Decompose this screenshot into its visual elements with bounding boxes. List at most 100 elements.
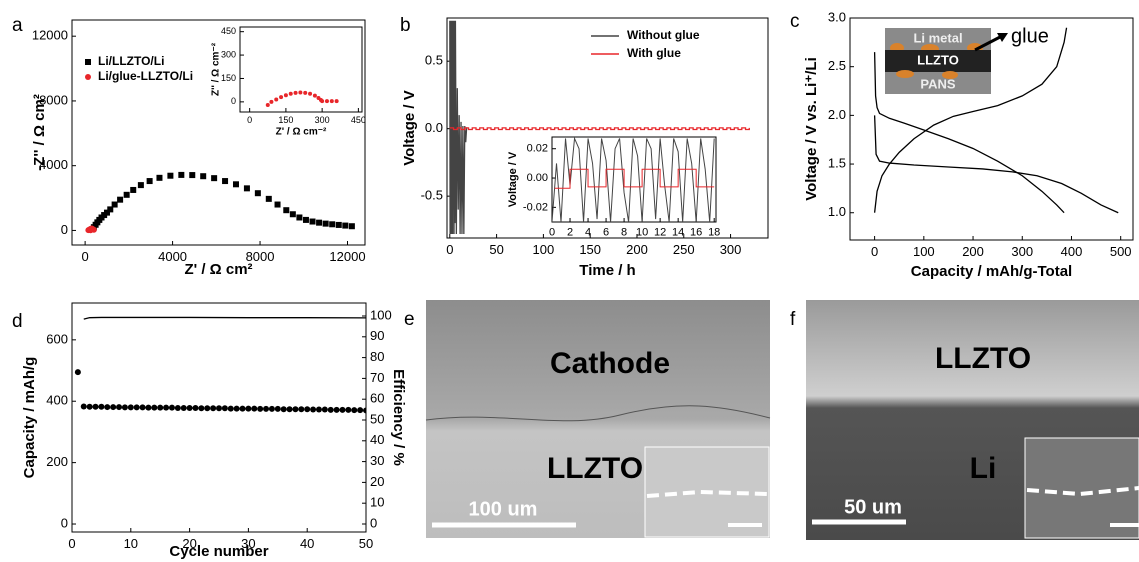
scale-label: 100 um [469, 498, 538, 520]
data-point [269, 99, 274, 104]
y-axis-label: -Z'' / Ω cm² [31, 94, 48, 171]
y-tick-label: 200 [46, 454, 68, 469]
y-tick-label: 450 [221, 26, 236, 36]
y-axis-label: Z'' / Ω cm⁻² [211, 42, 222, 96]
data-point [186, 404, 193, 411]
plot-frame [551, 136, 717, 223]
x-tick-label: 150 [278, 115, 293, 125]
y-tick-label: 0.5 [425, 53, 443, 68]
data-point [204, 405, 211, 412]
data-line [449, 127, 750, 131]
data-point [345, 406, 352, 413]
data-point [178, 171, 185, 178]
interface-line [646, 489, 769, 498]
data-point [363, 407, 366, 414]
data-point [74, 369, 81, 376]
data-point [283, 207, 290, 214]
y-axis-label: Voltage / V vs. Li⁺/Li [803, 57, 820, 201]
x-tick-label: 300 [315, 115, 330, 125]
data-point [130, 186, 137, 193]
plot-frame [239, 26, 363, 113]
plot-area [873, 27, 1119, 214]
data-line [873, 52, 1065, 214]
data-point [292, 406, 299, 413]
data-point [104, 404, 111, 411]
arrow-head [997, 33, 1008, 42]
data-point [334, 99, 339, 104]
data-point [151, 404, 158, 411]
data-point [189, 172, 196, 179]
data-point [348, 223, 355, 230]
region-label: Cathode [550, 347, 670, 380]
x-tick-label: 12 [654, 226, 666, 238]
data-point [243, 185, 250, 192]
x-tick-label: 4000 [158, 249, 187, 264]
interface-line [1026, 486, 1139, 497]
x-tick-label: 500 [1110, 244, 1132, 259]
micrograph-f: f LLZTO Li 50 um [790, 300, 1139, 540]
y2-tick-label: 0 [370, 515, 377, 530]
y-tick-label: 2.0 [828, 107, 846, 122]
x-tick-label: 0 [871, 244, 878, 259]
x-tick-label: 8000 [246, 249, 275, 264]
x-axis-label: Z' / Ω cm² [184, 261, 252, 278]
chart: 0 4000 8000 12000 0 4000 8000 12000 Z' / Ω cm² -Z… [12, 15, 366, 278]
y-tick-label: 0.0 [425, 120, 443, 135]
y2-tick-label: 20 [370, 474, 384, 489]
x-tick-label: 14 [672, 226, 684, 238]
plot-frame [446, 17, 769, 239]
chart: 0 10 20 30 40 50 0 200 400 600 0 10 20 30 40 50 60 70 80 90… [12, 302, 407, 560]
data-point [110, 404, 117, 411]
x-tick-label: 18 [708, 226, 720, 238]
y-tick-label: 300 [221, 49, 236, 59]
y2-tick-label: 60 [370, 391, 384, 406]
data-point [167, 172, 174, 179]
y2-tick-label: 80 [370, 349, 384, 364]
data-point [333, 406, 340, 413]
arrow [974, 34, 1003, 52]
glue-blob [942, 71, 958, 79]
data-line [552, 137, 715, 222]
data-point [321, 406, 328, 413]
data-point [298, 406, 305, 413]
data-point [163, 404, 170, 411]
x-tick-label: 6 [603, 226, 609, 238]
x-axis-label: Time / h [579, 262, 635, 279]
data-point [304, 406, 311, 413]
data-point [296, 214, 303, 221]
x-tick-label: 250 [673, 242, 695, 257]
plot-frame [71, 19, 366, 246]
y2-tick-label: 30 [370, 453, 384, 468]
annotation: PANS [920, 76, 955, 91]
data-line [554, 168, 715, 189]
y2-tick-label: 90 [370, 328, 384, 343]
panel-letter: d [12, 311, 23, 332]
data-point [139, 404, 146, 411]
x-tick-label: 300 [720, 242, 742, 257]
data-point [103, 209, 110, 216]
data-line [873, 27, 1068, 213]
data-point [327, 406, 334, 413]
data-point [198, 405, 205, 412]
data-point [298, 90, 303, 95]
y-tick-label: 12000 [32, 28, 68, 43]
plot-frame [71, 302, 367, 533]
data-point [111, 201, 118, 208]
data-point [265, 102, 270, 107]
data-point [357, 407, 364, 414]
panel-letter: c [790, 11, 800, 32]
panel-letter: f [790, 309, 796, 330]
plot-area [449, 20, 750, 234]
data-point [180, 404, 187, 411]
panel-letter: e [404, 309, 415, 330]
data-point [329, 221, 336, 228]
plot-area [74, 316, 366, 414]
data-point [315, 406, 322, 413]
y-tick-label: 8000 [39, 92, 68, 107]
chart: 0 100 200 300 400 500 1.0 1.5 2.0 2.5 3.0 Capacity … [790, 9, 1134, 280]
plot-area [265, 90, 339, 107]
y-tick-label: 0.00 [527, 172, 548, 184]
data-point [146, 178, 153, 185]
chart: 0 2 4 6 8 10 12 14 16 18 -0.02 0.00 0.02 Voltage / V [507, 136, 720, 238]
